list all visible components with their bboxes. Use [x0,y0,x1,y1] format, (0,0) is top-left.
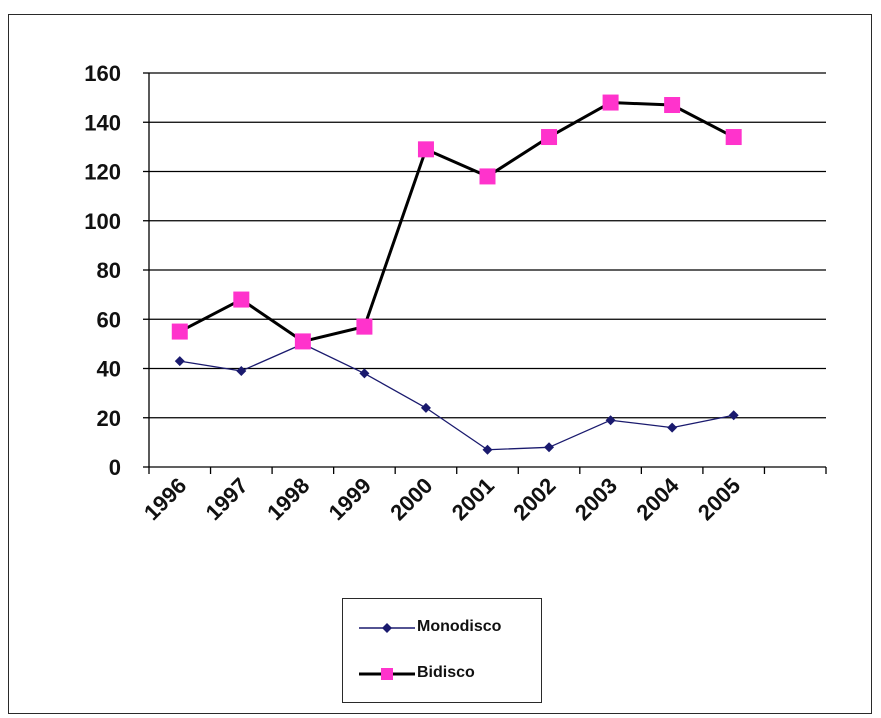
legend: Monodisco Bidisco [342,598,542,703]
point-bidisco-2003 [602,94,619,111]
y-tick-label-60: 60 [97,307,121,332]
x-tick-label-2002: 2002 [508,473,560,525]
point-bidisco-1996 [171,323,188,340]
point-monodisco-2004 [667,422,678,433]
point-bidisco-1998 [294,333,311,350]
gridlines [149,72,826,419]
y-tick-label-80: 80 [97,258,121,283]
y-tick-label-100: 100 [84,209,121,234]
x-tick-labels: 1996 1997 1998 1999 2000 2001 2002 2003 2004 2005 [139,472,745,525]
point-monodisco-2003 [605,415,616,426]
legend-swatch-monodisco [359,623,415,633]
y-tick-label-0: 0 [109,455,121,480]
x-tick-label-1999: 1999 [324,473,376,525]
legend-item-bidisco: Bidisco [343,659,541,689]
point-monodisco-1997 [236,365,247,376]
series-line-bidisco [179,101,735,343]
y-tick-labels: 0 20 40 60 80 100 120 140 160 [84,61,121,480]
y-tick-label-160: 160 [84,61,121,86]
point-monodisco-2001 [482,444,493,455]
y-tick-label-140: 140 [84,110,121,135]
point-monodisco-2005 [728,410,739,421]
series-line-monodisco [179,343,734,451]
point-bidisco-1997 [233,291,250,308]
x-tick-label-2004: 2004 [631,472,684,525]
x-tick-label-2001: 2001 [447,473,499,525]
y-tick-label-120: 120 [84,160,121,185]
x-tick-label-2003: 2003 [570,473,622,525]
axes [143,72,827,474]
legend-label-monodisco: Monodisco [417,618,502,635]
legend-item-monodisco: Monodisco [343,613,541,643]
y-tick-label-20: 20 [97,406,121,431]
series [171,94,742,455]
point-bidisco-2000 [417,141,434,158]
x-tick-label-1998: 1998 [262,473,314,525]
point-bidisco-2005 [725,129,742,146]
point-monodisco-1999 [359,368,370,379]
point-bidisco-2001 [479,168,496,185]
point-bidisco-2004 [664,97,681,114]
point-monodisco-1996 [174,356,185,367]
point-bidisco-2002 [541,129,558,146]
y-tick-label-40: 40 [97,357,121,382]
x-tick-label-1997: 1997 [201,473,253,525]
point-monodisco-2002 [544,442,555,453]
legend-swatch-bidisco [359,668,415,680]
x-tick-label-1996: 1996 [139,473,191,525]
x-tick-label-2005: 2005 [693,473,745,525]
x-tick-label-2000: 2000 [385,473,437,525]
legend-label-bidisco: Bidisco [417,664,475,681]
point-bidisco-1999 [356,318,373,335]
point-monodisco-2000 [420,402,431,413]
